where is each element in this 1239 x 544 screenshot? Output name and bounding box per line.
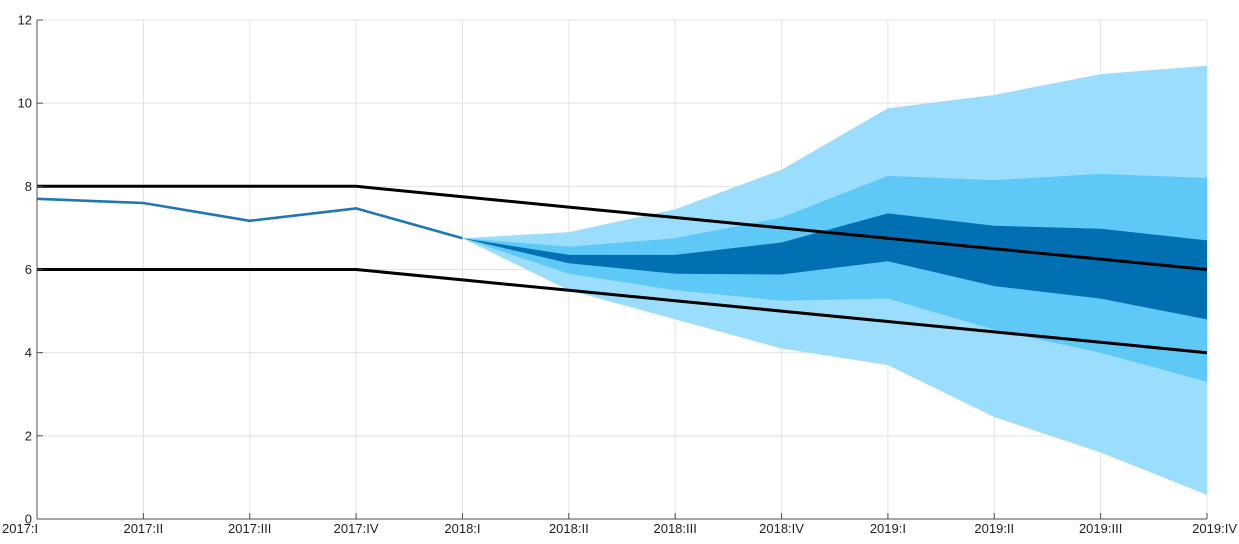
y-tick-label: 4 <box>25 345 32 360</box>
fan-bands <box>462 65 1207 495</box>
y-tick-label: 0 <box>25 512 32 527</box>
y-tick-label: 8 <box>25 179 32 194</box>
series-line-2 <box>37 184 1208 271</box>
fan-band-3 <box>462 213 1207 320</box>
series-line-3 <box>37 268 1208 355</box>
fan-band-2 <box>462 173 1207 382</box>
x-tick-label: 2019:II <box>974 521 1014 536</box>
y-tick-label: 10 <box>18 96 32 111</box>
y-tick-label: 6 <box>25 262 32 277</box>
x-tick-label: 2017:III <box>228 521 271 536</box>
x-tick-label: 2018:I <box>444 521 480 536</box>
x-tick-label: 2018:III <box>653 521 696 536</box>
y-tick-label: 12 <box>18 13 32 28</box>
x-tick-label: 2017:II <box>123 521 163 536</box>
y-tick-label: 2 <box>25 428 32 443</box>
x-tick-label: 2018:II <box>549 521 589 536</box>
series-line-1 <box>36 197 463 240</box>
x-tick-label: 2017:I <box>2 521 38 536</box>
x-tick-label: 2017:IV <box>334 521 379 536</box>
x-tick-label: 2018:IV <box>759 521 804 536</box>
x-tick-label: 2019:IV <box>1192 521 1237 536</box>
x-tick-label: 2019:I <box>870 521 906 536</box>
axes: 0 2 4 6 8 10 12 2017:I 2017:II 2017:III 2017:IV 201… <box>2 13 1237 537</box>
x-tick-label: 2019:III <box>1079 521 1122 536</box>
series-lines <box>36 184 1208 355</box>
